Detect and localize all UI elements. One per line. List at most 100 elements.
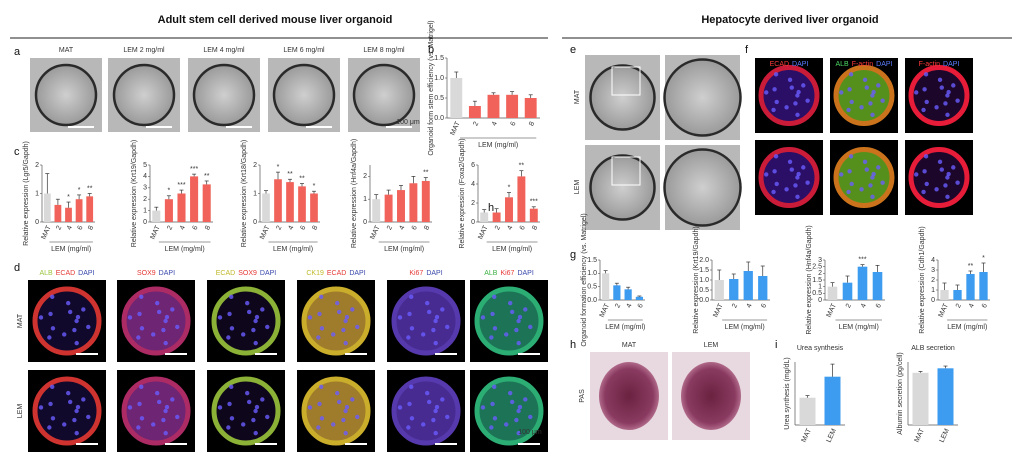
organoid: [663, 148, 742, 227]
nucleus: [433, 430, 438, 436]
bar: [758, 276, 768, 300]
y-tick-label: 3: [143, 185, 147, 192]
column-label: LEM: [704, 342, 719, 349]
y-tick-label: 4: [931, 257, 935, 264]
nucleus: [217, 315, 223, 320]
panel-letter: g: [570, 249, 576, 261]
y-tick-label: 1.5: [434, 55, 444, 62]
bar: [274, 179, 282, 222]
nucleus: [409, 294, 414, 300]
nucleus: [764, 90, 769, 95]
nucleus: [38, 315, 44, 320]
nucleus: [870, 175, 875, 180]
bar: [177, 193, 186, 222]
y-tick-label: 0: [363, 219, 367, 226]
nucleus: [175, 414, 180, 420]
x-tick-label: 6: [760, 303, 768, 310]
bar: [487, 94, 500, 118]
nucleus: [955, 98, 960, 103]
x-axis-label: LEM (mg/ml): [947, 324, 987, 331]
nucleus: [319, 416, 325, 421]
nucleus: [67, 309, 73, 315]
stain-word: DAPI: [517, 270, 533, 277]
y-tick-label: 2: [818, 270, 822, 277]
row-label: MAT: [17, 313, 24, 328]
nucleus: [254, 404, 260, 410]
x-tick-label: 2: [386, 225, 394, 232]
nucleus: [864, 85, 869, 90]
panel-letter: i: [775, 339, 777, 351]
x-axis-label: LEM (mg/ml): [478, 142, 518, 149]
stain-word: DAPI: [159, 270, 175, 277]
x-axis-label: LEM (mg/ml): [51, 246, 91, 253]
nucleus: [795, 93, 800, 98]
y-axis-label: Relative expression (Krt18/Gapdh): [241, 140, 248, 247]
nucleus: [801, 83, 806, 88]
nucleus: [870, 112, 875, 118]
y-tick-label: 1: [253, 190, 257, 197]
nucleus: [245, 300, 250, 306]
nucleus: [880, 98, 885, 103]
bar: [397, 190, 405, 222]
y-tick-label: 0.5: [587, 284, 597, 291]
organoid: [301, 376, 371, 446]
nucleus: [784, 187, 789, 192]
nucleus: [355, 414, 360, 420]
stain-label: Ki67 DAPI: [409, 270, 442, 277]
bar: [743, 271, 753, 300]
nucleus: [849, 181, 854, 187]
y-tick-label: 2: [35, 162, 39, 169]
x-tick-label: LEM: [826, 428, 838, 444]
significance: **: [968, 263, 974, 270]
organoid: [34, 63, 98, 127]
significance: *: [982, 255, 985, 262]
significance: ***: [530, 199, 538, 206]
nucleus: [516, 340, 521, 346]
stain-word: DAPI: [792, 61, 808, 68]
nucleus: [922, 169, 927, 174]
stain-word: DAPI: [78, 270, 94, 277]
stain-word: ECAD: [216, 270, 235, 277]
bar: [624, 289, 632, 300]
nucleus: [517, 404, 523, 410]
nucleus: [773, 154, 779, 159]
stain-word: CK19: [306, 270, 324, 277]
bar: [164, 199, 173, 222]
panel-letter: a: [14, 46, 21, 58]
nucleus: [407, 311, 412, 317]
significance: **: [519, 163, 525, 170]
nucleus: [50, 416, 56, 421]
bar: [506, 94, 519, 118]
nucleus: [260, 307, 265, 312]
bar: [937, 368, 954, 425]
nucleus: [805, 180, 810, 185]
significance: **: [87, 185, 93, 192]
nucleus: [951, 165, 956, 170]
nucleus: [490, 401, 495, 407]
significance: **: [204, 173, 210, 180]
bar: [372, 199, 381, 222]
nucleus: [793, 183, 798, 188]
nucleus: [406, 335, 411, 340]
organoid: [758, 65, 820, 126]
nucleus: [335, 300, 340, 306]
nucleus: [343, 318, 348, 324]
nucleus: [440, 397, 445, 402]
column-label: LEM 8 mg/ml: [363, 47, 405, 54]
nucleus: [47, 335, 52, 340]
organoid: [663, 58, 742, 137]
nucleus: [317, 401, 322, 407]
nucleus: [344, 314, 350, 320]
y-tick-label: 4: [143, 173, 147, 180]
x-tick-label: 4: [179, 225, 187, 232]
nucleus: [922, 87, 927, 92]
x-tick-label: 4: [506, 225, 514, 232]
nucleus: [431, 327, 436, 333]
x-tick-label: MAT: [599, 302, 612, 319]
bar: [505, 197, 513, 222]
nucleus: [170, 397, 175, 402]
nucleus: [136, 335, 141, 340]
bar: [729, 279, 739, 300]
x-tick-label: 6: [981, 303, 989, 310]
x-axis-label: LEM (mg/ml): [605, 324, 645, 331]
